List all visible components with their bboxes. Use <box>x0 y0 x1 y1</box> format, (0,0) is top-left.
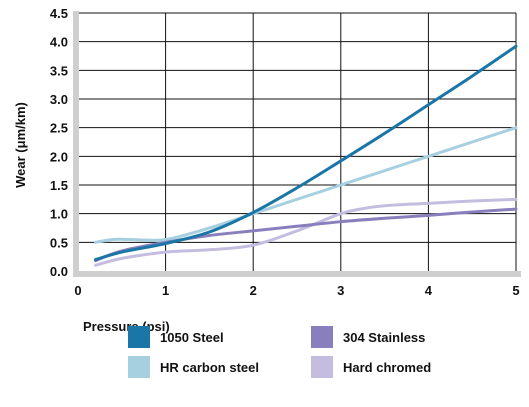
x-tick-label: 0 <box>74 283 81 298</box>
y-axis-bar <box>73 11 79 277</box>
legend-item-hard-chromed: Hard chromed <box>311 356 431 378</box>
legend-item-304-stainless: 304 Stainless <box>311 326 425 348</box>
legend-item-1050-steel: 1050 Steel <box>128 326 224 348</box>
y-tick-label: 1.5 <box>50 178 68 193</box>
series-line-304-stainless <box>94 207 518 263</box>
y-tick-label: 0.0 <box>50 264 68 279</box>
y-tick-label: 2.5 <box>50 121 68 136</box>
legend-swatch <box>311 356 333 378</box>
series-line-hard-chromed <box>94 197 518 267</box>
x-tick-label: 5 <box>512 283 519 298</box>
y-tick-label: 4.5 <box>50 6 68 21</box>
y-tick-label: 3.5 <box>50 63 68 78</box>
legend-label: 1050 Steel <box>160 329 224 345</box>
series-line-hr-carbon-steel <box>94 126 518 244</box>
x-tick-label: 2 <box>250 283 257 298</box>
y-tick-label: 0.5 <box>50 235 68 250</box>
legend-item-hr-carbon-steel: HR carbon steel <box>128 356 259 378</box>
series-lines <box>94 44 518 267</box>
legend-swatch <box>128 356 150 378</box>
x-tick-label: 4 <box>425 283 433 298</box>
legend-label: HR carbon steel <box>160 359 259 375</box>
legend-swatch <box>128 326 150 348</box>
series-line-1050-steel <box>94 44 518 262</box>
y-tick-label: 2.0 <box>50 149 68 164</box>
y-tick-label: 1.0 <box>50 207 68 222</box>
legend-label: 304 Stainless <box>343 329 426 345</box>
x-tick-labels: 0 1 2 3 4 5 <box>74 283 519 298</box>
axes <box>73 11 521 277</box>
x-tick-label: 1 <box>162 283 169 298</box>
y-tick-label: 4.0 <box>50 35 68 50</box>
legend-swatch <box>311 326 333 348</box>
x-tick-label: 3 <box>337 283 344 298</box>
y-axis-title: Wear (μm/km) <box>13 102 28 188</box>
grid <box>78 12 517 271</box>
legend-label: Hard chromed <box>343 359 432 375</box>
y-tick-label: 3.0 <box>50 92 68 107</box>
y-tick-labels: 0.0 0.5 1.0 1.5 2.0 2.5 3.0 3.5 4.0 4.5 <box>50 6 68 279</box>
x-axis-bar <box>73 271 521 277</box>
